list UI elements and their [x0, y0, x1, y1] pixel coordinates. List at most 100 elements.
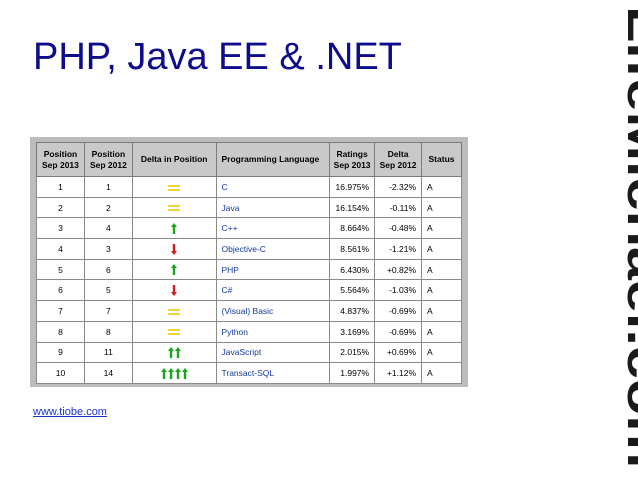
table-row: 3 4 C++ 8.664% -0.48% A	[36, 217, 462, 240]
header-delta-position: Delta in Position	[131, 142, 217, 177]
arrow-up-icon	[174, 367, 181, 379]
cell-delta: -0.11%	[374, 196, 423, 219]
cell-position-2013: 1	[36, 176, 85, 198]
cell-position-2013: 2	[36, 196, 85, 219]
cell-language: Java	[215, 196, 331, 219]
header-language: Programming Language	[215, 142, 331, 177]
equal-icon	[168, 205, 181, 212]
table-row: 7 7 (Visual) Basic 4.837% -0.69% A	[36, 300, 462, 322]
table-row: 1 1 C 16.975% -2.32% A	[36, 176, 462, 198]
header-delta: Delta Sep 2012	[374, 142, 423, 177]
cell-rating: 3.169%	[329, 320, 376, 343]
cell-position-2013: 4	[36, 238, 85, 260]
cell-status: A	[421, 217, 462, 240]
cell-status: A	[421, 341, 462, 364]
table-header-row: Position Sep 2013 Position Sep 2012 Delta …	[36, 142, 462, 177]
cell-status: A	[421, 196, 462, 219]
table-row: 2 2 Java 16.154% -0.11% A	[36, 196, 462, 219]
cell-position-2013: 5	[36, 258, 85, 281]
cell-rating: 4.837%	[329, 300, 376, 322]
cell-status: A	[421, 320, 462, 343]
arrow-up-icon	[171, 222, 178, 234]
cell-status: A	[421, 300, 462, 322]
cell-position-2013: 7	[36, 300, 85, 322]
cell-rating: 8.664%	[329, 217, 376, 240]
arrow-up-icon	[171, 264, 178, 276]
cell-rating: 6.430%	[329, 258, 376, 281]
equal-icon	[168, 308, 181, 315]
cell-delta: -1.21%	[374, 238, 423, 260]
cell-position-2013: 9	[36, 341, 85, 364]
cell-position-2013: 10	[36, 362, 85, 384]
cell-delta: -0.69%	[374, 300, 423, 322]
cell-delta-position	[131, 320, 217, 343]
cell-rating: 16.154%	[329, 196, 376, 219]
cell-delta: +0.69%	[374, 341, 423, 364]
cell-position-2012: 7	[83, 300, 133, 322]
cell-language: Objective-C	[215, 238, 331, 260]
cell-status: A	[421, 258, 462, 281]
arrow-up-icon	[174, 346, 181, 358]
header-ratings: Ratings Sep 2013	[329, 142, 376, 177]
cell-delta: -2.32%	[374, 176, 423, 198]
table-row: 9 11 JavaScript 2.015% +0.69% A	[36, 341, 462, 364]
ranking-table-frame: Position Sep 2013 Position Sep 2012 Delta …	[30, 137, 468, 387]
brand-text: LifeMichael.com	[617, 6, 638, 468]
cell-position-2012: 6	[83, 258, 133, 281]
cell-delta-position	[131, 279, 217, 302]
table-row: 8 8 Python 3.169% -0.69% A	[36, 320, 462, 343]
cell-delta-position	[131, 176, 217, 198]
cell-position-2012: 3	[83, 238, 133, 260]
arrow-down-icon	[171, 284, 178, 296]
cell-language: C++	[215, 217, 331, 240]
arrow-up-icon	[167, 367, 174, 379]
header-status: Status	[421, 142, 462, 177]
equal-icon	[168, 184, 181, 191]
cell-language: (Visual) Basic	[215, 300, 331, 322]
cell-delta: -1.03%	[374, 279, 423, 302]
cell-delta: +0.82%	[374, 258, 423, 281]
cell-delta: +1.12%	[374, 362, 423, 384]
slide-title: PHP, Java EE & .NET	[33, 36, 402, 78]
table-row: 10 14 Transact-SQL 1.997% +1.12% A	[36, 362, 462, 384]
arrow-down-icon	[171, 243, 178, 255]
header-position-2012: Position Sep 2012	[83, 142, 133, 177]
cell-position-2013: 8	[36, 320, 85, 343]
cell-rating: 1.997%	[329, 362, 376, 384]
cell-language: Transact-SQL	[215, 362, 331, 384]
cell-status: A	[421, 279, 462, 302]
arrow-up-icon	[167, 346, 174, 358]
cell-status: A	[421, 362, 462, 384]
cell-position-2012: 2	[83, 196, 133, 219]
table-row: 6 5 C# 5.564% -1.03% A	[36, 279, 462, 302]
cell-language: JavaScript	[215, 341, 331, 364]
cell-rating: 5.564%	[329, 279, 376, 302]
cell-language: PHP	[215, 258, 331, 281]
cell-delta: -0.69%	[374, 320, 423, 343]
cell-delta-position	[131, 362, 217, 384]
cell-rating: 2.015%	[329, 341, 376, 364]
cell-status: A	[421, 176, 462, 198]
cell-position-2012: 11	[83, 341, 133, 364]
cell-position-2012: 1	[83, 176, 133, 198]
cell-position-2012: 5	[83, 279, 133, 302]
cell-position-2012: 8	[83, 320, 133, 343]
cell-language: C	[215, 176, 331, 198]
cell-delta-position	[131, 300, 217, 322]
ranking-table: Position Sep 2013 Position Sep 2012 Delta …	[36, 142, 462, 384]
equal-icon	[168, 329, 181, 336]
table-row: 5 6 PHP 6.430% +0.82% A	[36, 258, 462, 281]
header-position-2013: Position Sep 2013	[36, 142, 85, 177]
cell-language: Python	[215, 320, 331, 343]
arrow-up-icon	[181, 367, 188, 379]
cell-language: C#	[215, 279, 331, 302]
source-link[interactable]: www.tiobe.com	[33, 406, 107, 418]
cell-delta-position	[131, 238, 217, 260]
cell-position-2013: 6	[36, 279, 85, 302]
cell-position-2012: 4	[83, 217, 133, 240]
cell-delta-position	[131, 341, 217, 364]
cell-position-2012: 14	[83, 362, 133, 384]
brand-watermark: LifeMichael.com	[598, 2, 638, 472]
cell-rating: 8.561%	[329, 238, 376, 260]
cell-rating: 16.975%	[329, 176, 376, 198]
